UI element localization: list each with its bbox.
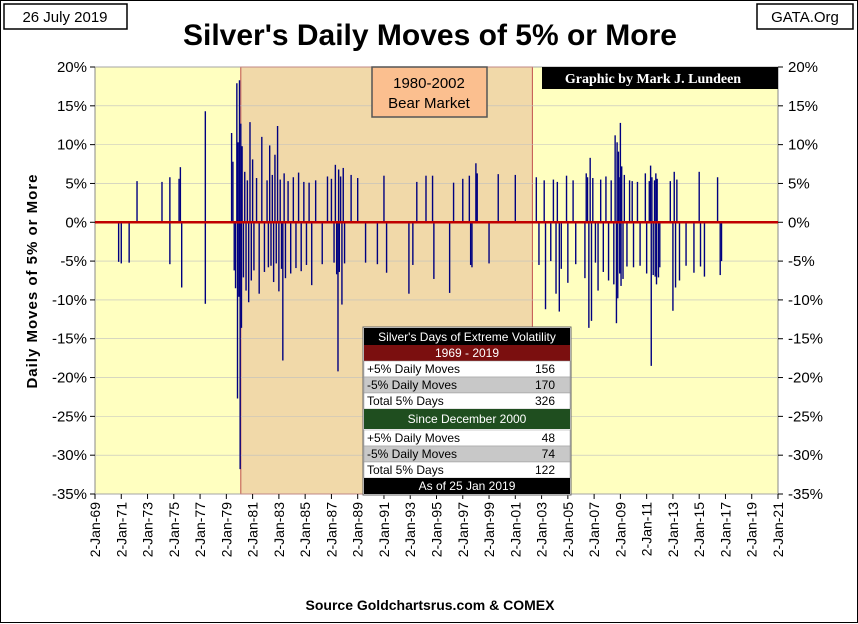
- y-tick-label-left: -5%: [60, 253, 87, 270]
- x-tick-label: 2-Jan-21: [770, 502, 786, 557]
- y-tick-label-left: -25%: [52, 408, 87, 425]
- y-tick-label-right: 15%: [788, 98, 818, 115]
- y-tick-label-left: -15%: [52, 331, 87, 348]
- y-tick-label-left: 15%: [57, 98, 87, 115]
- y-tick-label-right: -25%: [788, 408, 823, 425]
- y-tick-label-right: -5%: [788, 253, 815, 270]
- site-label: GATA.Org: [771, 9, 839, 26]
- vt-period1-row: [364, 345, 570, 361]
- date-label: 26 July 2019: [22, 9, 107, 26]
- chart-title: Silver's Daily Moves of 5% or More: [183, 19, 677, 52]
- volatility-table: Silver's Days of Extreme Volatility 1969…: [362, 326, 572, 496]
- vt-row2a-value: 48: [542, 431, 556, 445]
- x-tick-label: 2-Jan-03: [534, 502, 550, 557]
- y-tick-label-right: -30%: [788, 447, 823, 464]
- bar-series: [117, 80, 723, 470]
- x-tick-label: 2-Jan-77: [192, 502, 208, 557]
- x-tick-label: 2-Jan-85: [297, 502, 313, 557]
- y-tick-label-right: 5%: [788, 175, 810, 192]
- x-tick-label: 2-Jan-95: [429, 502, 445, 557]
- x-tick-label: 2-Jan-83: [271, 502, 287, 557]
- vt-row1c-label: Total 5% Days: [367, 394, 444, 408]
- x-tick-label: 2-Jan-19: [744, 502, 760, 557]
- vt-asof: As of 25 Jan 2019: [419, 479, 516, 493]
- y-tick-label-right: 0%: [788, 214, 810, 231]
- bear-market-label-line1: 1980-2002: [393, 75, 465, 92]
- y-tick-label-right: -15%: [788, 331, 823, 348]
- vt-period2-row: [364, 409, 570, 429]
- x-tick-label: 2-Jan-87: [323, 502, 339, 557]
- y-tick-label-right: 10%: [788, 137, 818, 154]
- bear-market-label-box: [371, 66, 488, 118]
- x-tick-label: 2-Jan-79: [218, 502, 234, 557]
- x-axis: 2-Jan-69 2-Jan-71 2-Jan-73 2-Jan-75 2-Jan-77…: [87, 494, 786, 557]
- x-tick-label: 2-Jan-11: [639, 502, 655, 556]
- x-tick-label: 2-Jan-15: [691, 502, 707, 557]
- x-tick-label: 2-Jan-93: [402, 502, 418, 557]
- y-tick-label-left: -35%: [52, 486, 87, 503]
- site-label-box: [756, 3, 854, 30]
- x-tick-label: 2-Jan-99: [481, 502, 497, 557]
- y-tick-label-left: 5%: [65, 175, 87, 192]
- y-tick-label-right: -35%: [788, 486, 823, 503]
- y-axis-right: 20% 15% 10% 5% 0% -5% -10% -15% -20% -25% -30% -35%: [778, 59, 823, 503]
- x-tick-label: 2-Jan-09: [612, 502, 628, 557]
- y-tick-label-left: -10%: [52, 292, 87, 309]
- vt-row1b-value: 170: [535, 378, 555, 392]
- y-tick-label-left: 0%: [65, 214, 87, 231]
- vt-row2b-value: 74: [542, 447, 556, 461]
- y-tick-label-right: -10%: [788, 292, 823, 309]
- x-tick-label: 2-Jan-91: [376, 502, 392, 557]
- source-label: Source Goldchartsrus.com & COMEX: [306, 597, 556, 613]
- y-tick-label-left: 10%: [57, 137, 87, 154]
- y-tick-label-right: -20%: [788, 370, 823, 387]
- y-tick-label-left: -20%: [52, 370, 87, 387]
- bear-market-label-line2: Bear Market: [388, 95, 471, 112]
- vt-period1: 1969 - 2019: [435, 346, 499, 360]
- x-tick-label: 2-Jan-69: [87, 502, 103, 557]
- vt-row2c-label: Total 5% Days: [367, 463, 444, 477]
- x-tick-label: 2-Jan-13: [665, 502, 681, 557]
- x-tick-label: 2-Jan-07: [586, 502, 602, 557]
- vt-row2a-label: +5% Daily Moves: [367, 431, 460, 445]
- vt-row2b-label: -5% Daily Moves: [367, 447, 457, 461]
- vt-title-row: [364, 328, 570, 345]
- credit-box: [542, 67, 778, 89]
- y-axis-label: Daily Moves of 5% or More: [24, 173, 41, 388]
- x-tick-label: 2-Jan-89: [350, 502, 366, 557]
- x-tick-label: 2-Jan-81: [245, 502, 261, 557]
- vt-title: Silver's Days of Extreme Volatility: [378, 330, 556, 344]
- x-tick-label: 2-Jan-01: [507, 502, 523, 557]
- x-tick-label: 2-Jan-97: [455, 502, 471, 557]
- vt-asof-row: [364, 478, 570, 494]
- y-axis-left: 20% 15% 10% 5% 0% -5% -10% -15% -20% -25% -30% -35%: [52, 59, 95, 503]
- x-tick-label: 2-Jan-17: [717, 502, 733, 557]
- date-label-box: [3, 3, 128, 30]
- credit-label: Graphic by Mark J. Lundeen: [565, 72, 741, 87]
- x-tick-label: 2-Jan-05: [560, 502, 576, 557]
- y-tick-label-left: 20%: [57, 59, 87, 76]
- x-tick-label: 2-Jan-75: [166, 502, 182, 557]
- vt-row2c-value: 122: [535, 463, 555, 477]
- y-tick-label-right: 20%: [788, 59, 818, 76]
- vt-row1a-label: +5% Daily Moves: [367, 362, 460, 376]
- vt-row1a-value: 156: [535, 362, 555, 376]
- vt-row1b-label: -5% Daily Moves: [367, 378, 457, 392]
- vt-row1c-value: 326: [535, 394, 555, 408]
- x-tick-label: 2-Jan-71: [113, 502, 129, 557]
- vt-period2: Since December 2000: [408, 412, 527, 426]
- y-tick-label-left: -30%: [52, 447, 87, 464]
- x-tick-label: 2-Jan-73: [140, 502, 156, 557]
